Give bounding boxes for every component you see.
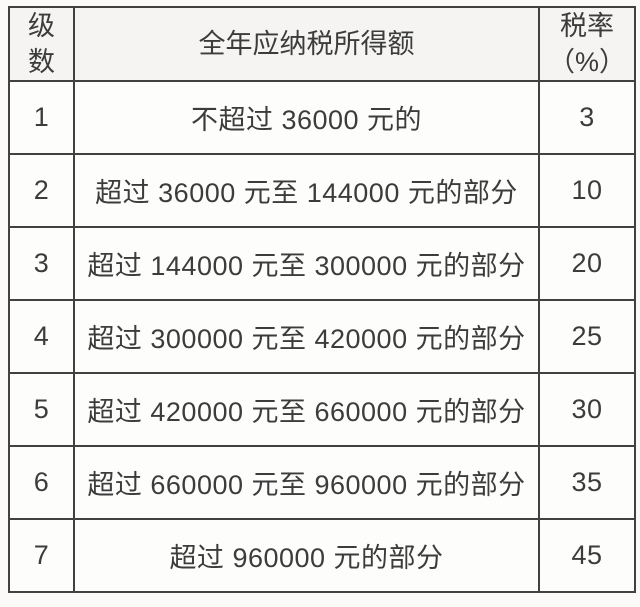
income-cell: 不超过 36000 元的 bbox=[73, 80, 540, 155]
tax-rate-table: 级 数 全年应纳税所得额 税率 （%） 1 不超过 36000 元的 3 2 超过 36… bbox=[8, 6, 636, 593]
income-cell: 超过 420000 元至 660000 元的部分 bbox=[73, 372, 540, 447]
table-row: 4 超过 300000 元至 420000 元的部分 25 bbox=[8, 299, 636, 374]
level-cell: 4 bbox=[8, 299, 75, 374]
level-cell: 7 bbox=[8, 518, 75, 593]
header-level-line2: 数 bbox=[28, 47, 55, 77]
table-row: 5 超过 420000 元至 660000 元的部分 30 bbox=[8, 372, 636, 447]
level-cell: 3 bbox=[8, 226, 75, 301]
level-cell: 6 bbox=[8, 445, 75, 520]
level-cell: 5 bbox=[8, 372, 75, 447]
header-rate-line1: 税率 bbox=[560, 11, 614, 41]
level-cell: 1 bbox=[8, 80, 75, 155]
table-header: 级 数 全年应纳税所得额 税率 （%） bbox=[8, 6, 636, 82]
rate-cell: 3 bbox=[538, 80, 636, 155]
rate-cell: 35 bbox=[538, 445, 636, 520]
income-cell: 超过 300000 元至 420000 元的部分 bbox=[73, 299, 540, 374]
table-body: 1 不超过 36000 元的 3 2 超过 36000 元至 144000 元的部分 10… bbox=[8, 80, 636, 593]
rate-cell: 45 bbox=[538, 518, 636, 593]
header-rate-line2: （%） bbox=[547, 47, 626, 77]
table-row: 7 超过 960000 元的部分 45 bbox=[8, 518, 636, 593]
column-header-income: 全年应纳税所得额 bbox=[73, 6, 540, 82]
income-cell: 超过 36000 元至 144000 元的部分 bbox=[73, 153, 540, 228]
income-cell: 超过 660000 元至 960000 元的部分 bbox=[73, 445, 540, 520]
column-header-rate: 税率 （%） bbox=[538, 6, 636, 82]
income-cell: 超过 144000 元至 300000 元的部分 bbox=[73, 226, 540, 301]
rate-cell: 30 bbox=[538, 372, 636, 447]
column-header-level: 级 数 bbox=[8, 6, 75, 82]
header-income-line1: 全年应纳税所得额 bbox=[198, 29, 415, 59]
header-level-line1: 级 bbox=[28, 11, 55, 41]
rate-cell: 25 bbox=[538, 299, 636, 374]
table-row: 1 不超过 36000 元的 3 bbox=[8, 80, 636, 155]
header-row: 级 数 全年应纳税所得额 税率 （%） bbox=[8, 6, 636, 82]
rate-cell: 20 bbox=[538, 226, 636, 301]
level-cell: 2 bbox=[8, 153, 75, 228]
rate-cell: 10 bbox=[538, 153, 636, 228]
table-row: 3 超过 144000 元至 300000 元的部分 20 bbox=[8, 226, 636, 301]
table-row: 6 超过 660000 元至 960000 元的部分 35 bbox=[8, 445, 636, 520]
table-row: 2 超过 36000 元至 144000 元的部分 10 bbox=[8, 153, 636, 228]
income-cell: 超过 960000 元的部分 bbox=[73, 518, 540, 593]
